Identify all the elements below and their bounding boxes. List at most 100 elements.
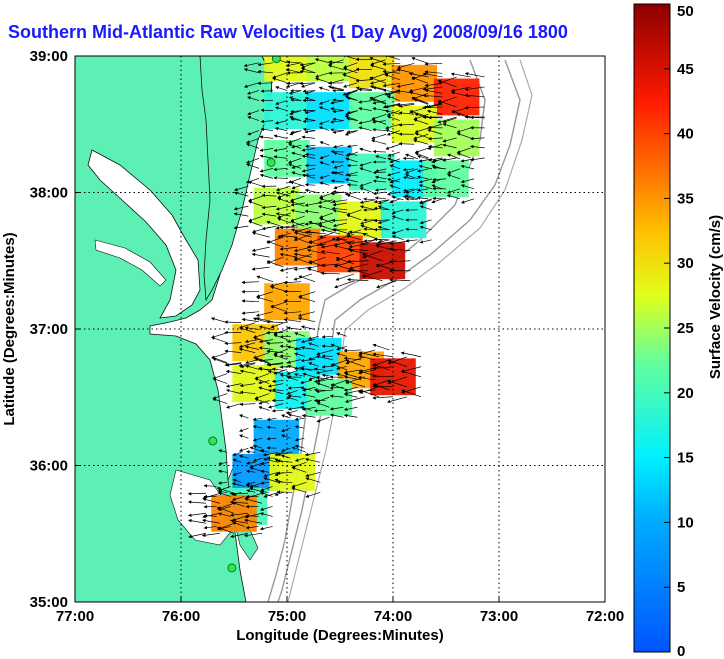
velocity-arrow-253 — [246, 163, 260, 169]
velocity-arrow-128 — [247, 115, 260, 121]
velocity-arrow-393 — [275, 212, 291, 217]
velocity-arrow-841 — [291, 461, 307, 469]
velocity-arrow-141 — [289, 96, 302, 101]
velocity-arrow-220 — [426, 103, 443, 109]
velocity-arrow-572 — [298, 296, 316, 303]
velocity-arrow-767 — [329, 394, 344, 398]
velocity-arrow-487 — [279, 246, 298, 251]
velocity-arrow-423 — [332, 222, 347, 228]
velocity-arrow-899 — [243, 532, 263, 538]
velocity-arrow-735 — [286, 370, 298, 375]
velocity-arrow-893 — [230, 519, 249, 524]
velocity-arrow-635 — [308, 335, 319, 340]
velocity-arrow-188 — [358, 120, 372, 125]
velocity-arrow-0 — [244, 43, 259, 45]
y-axis-ticks: 35:00 36:00 37:00 38:00 39:00 — [30, 48, 80, 611]
velocity-arrow-895 — [244, 492, 263, 500]
velocity-arrow-726 — [258, 380, 270, 385]
velocity-arrow-417 — [319, 212, 333, 219]
velocity-arrow-877 — [187, 512, 207, 517]
velocity-arrow-602 — [244, 345, 260, 350]
velocity-arrow-20 — [300, 43, 315, 46]
x-axis-ticks: 77:00 76:00 75:00 74:00 73:00 72:00 — [56, 597, 624, 625]
velocity-arrow-278 — [291, 171, 302, 176]
velocity-arrow-431 — [331, 206, 348, 211]
velocity-arrow-503 — [293, 256, 313, 265]
velocity-arrow-612 — [273, 349, 288, 355]
velocity-arrow-182 — [344, 110, 358, 116]
velocity-arrow-842 — [291, 466, 307, 473]
velocity-arrow-737 — [286, 390, 298, 395]
x-tick-label-5: 72:00 — [586, 608, 624, 625]
velocity-arrow-768 — [329, 406, 344, 411]
velocity-arrow-250 — [246, 138, 260, 144]
velocity-arrow-29 — [286, 81, 302, 85]
colorbar-tick-label-8: 40 — [677, 126, 694, 143]
velocity-arrow-694 — [386, 396, 408, 404]
velocity-arrow-601 — [244, 339, 260, 344]
velocity-arrow-813 — [246, 481, 256, 486]
velocity-arrow-824 — [274, 491, 284, 496]
velocity-arrow-730 — [271, 367, 284, 371]
velocity-arrow-206 — [384, 109, 401, 115]
velocity-arrow-850 — [203, 484, 217, 488]
velocity-arrow-504 — [293, 273, 313, 281]
velocity-arrow-871 — [260, 491, 273, 497]
velocity-arrow-702 — [212, 377, 228, 384]
velocity-arrow-864 — [232, 521, 245, 527]
velocity-arrow-190 — [372, 86, 386, 91]
velocity-arrow-443 — [360, 224, 376, 231]
x-tick-label-0: 77:00 — [56, 608, 94, 625]
velocity-arrow-218 — [413, 133, 429, 140]
velocity-arrow-463 — [391, 229, 404, 235]
velocity-arrow-207 — [385, 123, 401, 130]
velocity-arrow-764 — [316, 416, 330, 423]
velocity-arrow-416 — [319, 197, 333, 204]
velocity-arrow-198 — [386, 115, 400, 121]
velocity-arrow-395 — [290, 180, 305, 187]
velocity-arrow-550 — [241, 280, 260, 285]
velocity-arrow-846 — [305, 457, 321, 463]
velocity-arrow-322 — [387, 171, 400, 177]
velocity-arrow-482 — [266, 240, 284, 248]
velocity-arrow-367 — [447, 173, 461, 180]
velocity-arrow-773 — [343, 406, 358, 411]
velocity-arrow-374 — [460, 198, 475, 204]
velocity-arrow-321 — [387, 157, 400, 163]
velocity-arrow-340 — [417, 154, 429, 160]
velocity-arrow-709 — [226, 403, 242, 409]
velocity-arrow-582 — [224, 341, 242, 346]
velocity-arrow-565 — [283, 280, 302, 285]
velocity-arrow-31 — [302, 48, 315, 53]
velocity-arrow-721 — [267, 370, 284, 374]
velocity-arrow-371 — [460, 164, 475, 170]
velocity-arrow-136 — [275, 100, 288, 105]
velocity-arrow-156 — [304, 96, 316, 101]
velocity-arrow-140 — [288, 90, 302, 95]
velocity-arrow-883 — [202, 518, 221, 524]
velocity-arrow-771 — [344, 386, 358, 392]
velocity-arrow-261 — [273, 148, 288, 152]
velocity-arrow-135 — [275, 86, 288, 91]
velocity-arrow-163 — [318, 120, 330, 125]
velocity-arrow-37 — [314, 58, 330, 64]
velocity-arrow-158 — [304, 117, 316, 121]
velocity-arrow-315 — [372, 149, 386, 154]
velocity-arrow-434 — [331, 237, 348, 241]
velocity-arrow-783 — [252, 444, 263, 449]
velocity-arrow-67 — [370, 64, 386, 70]
velocity-arrow-587 — [238, 342, 256, 348]
velocity-arrow-121 — [464, 86, 485, 92]
velocity-arrow-375 — [234, 185, 249, 192]
velocity-arrows — [187, 43, 485, 539]
x-axis-label: Longitude (Degrees:Minutes) — [236, 627, 444, 644]
velocity-arrow-263 — [273, 167, 288, 172]
velocity-arrow-7 — [257, 62, 274, 67]
velocity-arrow-260 — [273, 134, 288, 139]
velocity-arrow-588 — [238, 347, 256, 353]
velocity-arrow-185 — [358, 87, 372, 92]
velocity-arrow-761 — [316, 382, 330, 388]
velocity-arrow-186 — [358, 100, 372, 104]
velocity-arrow-505 — [306, 230, 327, 235]
velocity-arrow-418 — [319, 217, 333, 224]
